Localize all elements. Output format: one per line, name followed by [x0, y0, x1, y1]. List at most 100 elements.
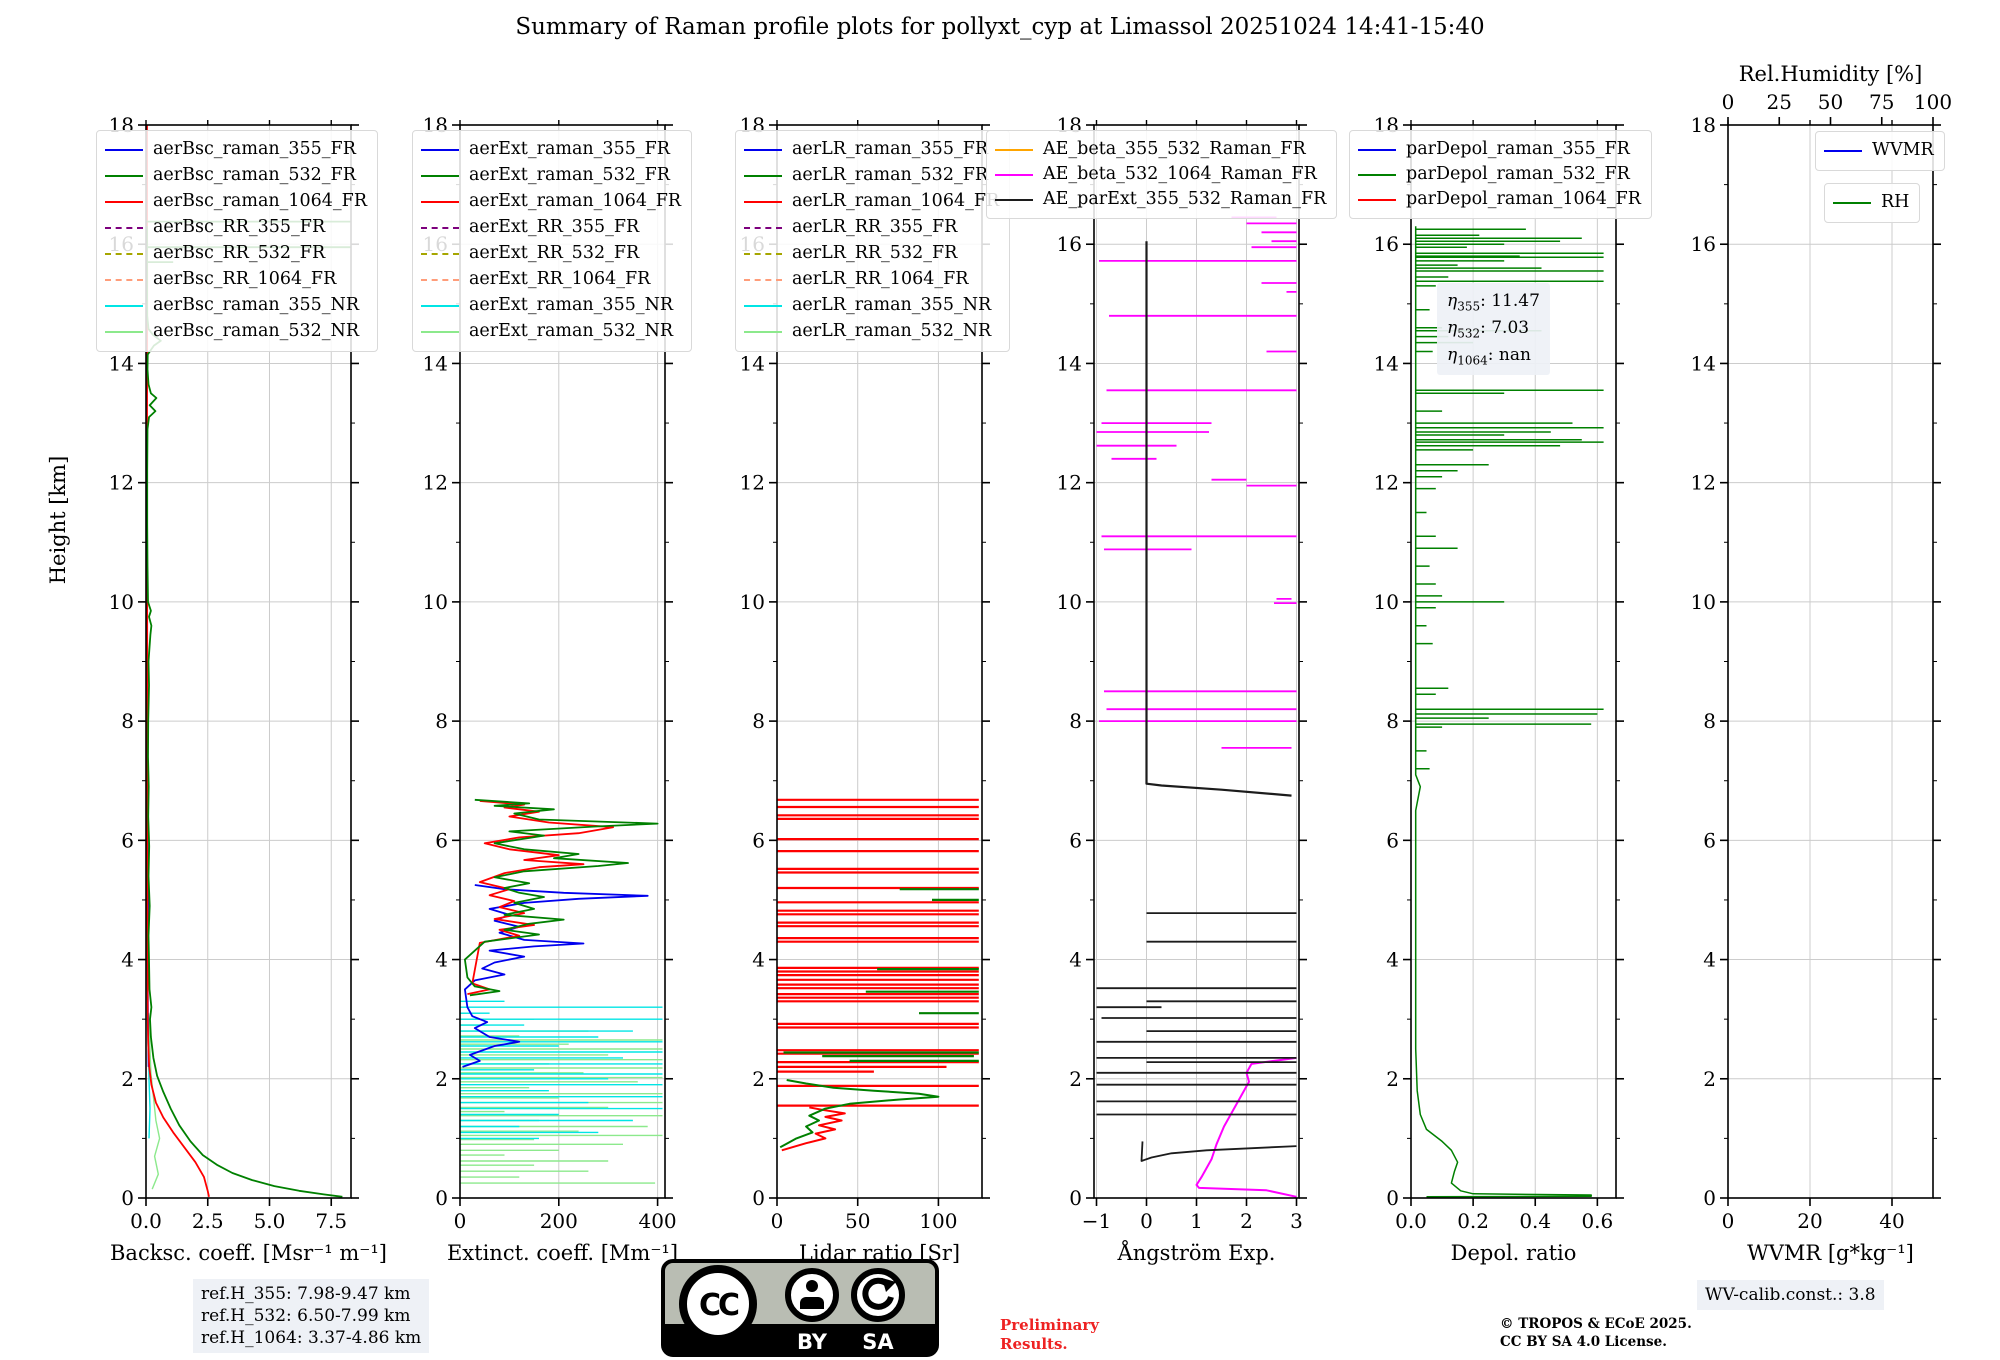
y-tick-label: 0 — [1703, 1186, 1716, 1210]
y-tick-label: 10 — [1374, 590, 1399, 614]
x-axis-label: Depol. ratio — [1451, 1241, 1577, 1265]
copyright-line-1: © TROPOS & ECoE 2025. — [1500, 1316, 1692, 1332]
legend-item: parDepol_raman_1064_FR — [1358, 187, 1641, 212]
legend-item: aerLR_raman_1064_FR — [744, 189, 999, 215]
legend-label: aerLR_RR_355_FR — [792, 217, 958, 238]
legend-item: aerBsc_raman_532_FR — [105, 163, 367, 189]
y-tick-label: 0 — [1069, 1186, 1082, 1210]
legend-label: aerLR_RR_532_FR — [792, 243, 958, 264]
legend-item: aerExt_raman_355_NR — [421, 293, 681, 319]
copyright-note: © TROPOS & ECoE 2025. CC BY SA 4.0 Licen… — [1500, 1316, 1692, 1351]
legend-line-sample — [744, 149, 782, 151]
x-axis-label: WVMR [g*kg⁻¹] — [1747, 1241, 1914, 1265]
legend-label: aerExt_RR_532_FR — [469, 243, 640, 264]
x-axis-label: Ångström Exp. — [1117, 1240, 1276, 1265]
gridlines — [1728, 125, 1933, 1198]
y-tick-label: 12 — [740, 471, 765, 495]
series-AE_beta_532_1064_Raman_FR — [1195, 1056, 1297, 1198]
x-tick-label: 200 — [540, 1209, 578, 1233]
y-tick-label: 2 — [1069, 1067, 1082, 1091]
legend-line-sample — [105, 331, 143, 333]
x-tick-label: 40 — [1879, 1209, 1904, 1233]
series-aerExt_raman_355_NR — [460, 1000, 663, 1140]
legend-extinction: aerExt_raman_355_FR aerExt_raman_532_FR ae… — [412, 130, 693, 352]
wv-calib-text: WV-calib.const.: 3.8 — [1705, 1285, 1876, 1305]
by-person-icon — [785, 1268, 839, 1322]
x-tick-label: 3 — [1290, 1209, 1303, 1233]
wv-calibration-note: WV-calib.const.: 3.8 — [1697, 1280, 1884, 1311]
legend-item: AE_beta_355_532_Raman_FR — [995, 137, 1326, 162]
legend-line-sample — [744, 279, 782, 281]
legend-label: aerBsc_raman_355_FR — [153, 139, 356, 160]
legend-label: aerLR_raman_1064_FR — [792, 191, 1000, 212]
legend-line-sample — [1358, 148, 1396, 151]
legend-item: parDepol_raman_532_FR — [1358, 162, 1641, 187]
x-tick-label: 1 — [1190, 1209, 1203, 1233]
top-tick-label: 75 — [1869, 90, 1894, 114]
x-axis-label: Extinct. coeff. [Mm⁻¹] — [447, 1241, 678, 1265]
y-tick-label: 4 — [435, 948, 448, 972]
legend-line-sample — [421, 331, 459, 333]
cc-license-badge: CC BY SA — [660, 1258, 940, 1360]
eta-annotation: η355: 11.47 η532: 7.03 η1064: nan — [1437, 283, 1550, 376]
legend-item: aerBsc_RR_1064_FR — [105, 267, 367, 293]
x-tick-label: 100 — [919, 1209, 957, 1233]
y-tick-label: 14 — [1691, 351, 1716, 375]
legend-item: RH — [1833, 190, 1909, 216]
legend-item: aerLR_RR_355_FR — [744, 215, 999, 241]
legend-line-sample — [995, 173, 1033, 176]
series-aerLR_raman_1064_FR — [781, 1106, 846, 1152]
legend-label: aerExt_RR_355_FR — [469, 217, 640, 238]
y-tick-label: 6 — [1069, 828, 1082, 852]
legend-line-sample — [105, 305, 143, 307]
eta-annotation-row: η355: 11.47 — [1447, 291, 1540, 314]
y-tick-label: 10 — [423, 590, 448, 614]
legend-label: aerExt_raman_1064_FR — [469, 191, 682, 212]
series-aerExt_raman_532_NR — [460, 1012, 663, 1184]
x-tick-label: 0.0 — [130, 1209, 162, 1233]
legend-line-sample — [421, 149, 459, 151]
y-tick-label: 16 — [1057, 232, 1082, 256]
legend-label: aerLR_raman_355_NR — [792, 295, 992, 316]
preliminary-line-1: Preliminary — [1000, 1316, 1099, 1334]
legend-item: aerExt_raman_532_NR — [421, 319, 681, 345]
legend-label: aerBsc_raman_355_NR — [153, 295, 360, 316]
legend-label: AE_beta_355_532_Raman_FR — [1043, 138, 1306, 159]
eta-annotation-row: η532: 7.03 — [1447, 317, 1530, 341]
legend-label: WVMR — [1872, 140, 1934, 161]
legend-label: aerExt_raman_355_FR — [469, 139, 670, 160]
legend-label: aerLR_raman_532_FR — [792, 165, 989, 186]
legend-line-sample — [1358, 173, 1396, 176]
cc-badge-by-label: BY — [797, 1330, 828, 1354]
legend-label: parDepol_raman_1064_FR — [1406, 188, 1641, 209]
top-axis-label: Rel.Humidity [%] — [1739, 62, 1923, 86]
reference-heights-note: ref.H_355: 7.98-9.47 km ref.H_532: 6.50-… — [193, 1279, 430, 1354]
y-tick-label: 8 — [121, 709, 134, 733]
y-tick-label: 12 — [423, 471, 448, 495]
legend-backscatter: aerBsc_raman_355_FR aerBsc_raman_532_FR ae… — [96, 130, 378, 352]
y-tick-label: 8 — [435, 709, 448, 733]
y-tick-label: 2 — [1386, 1067, 1399, 1091]
x-ticks: 0.0 2.5 5.0 7.5 — [130, 120, 347, 1233]
y-tick-label: 14 — [740, 351, 765, 375]
x-tick-label: 0 — [771, 1209, 784, 1233]
series-AE_parExt_355_532_Raman_FR_lines — [1096, 912, 1297, 1116]
ref-h-355: ref.H_355: 7.98-9.47 km — [201, 1284, 411, 1304]
legend-label: aerBsc_raman_1064_FR — [153, 191, 367, 212]
legend-line-sample — [995, 148, 1033, 151]
series-aerBsc_raman_1064_FR — [146, 125, 210, 1197]
series-aerLR_raman_1064_FR_lines — [777, 798, 979, 1107]
legend-wvmr-1: RH — [1824, 183, 1921, 223]
legend-item: aerLR_RR_532_FR — [744, 241, 999, 267]
y-tick-label: 6 — [121, 828, 134, 852]
y-tick-label: 14 — [1057, 351, 1082, 375]
y-tick-label: 2 — [1703, 1067, 1716, 1091]
legend-item: aerBsc_RR_355_FR — [105, 215, 367, 241]
x-tick-label: 0 — [1722, 1209, 1735, 1233]
y-tick-label: 12 — [109, 471, 134, 495]
y-tick-label: 2 — [121, 1067, 134, 1091]
